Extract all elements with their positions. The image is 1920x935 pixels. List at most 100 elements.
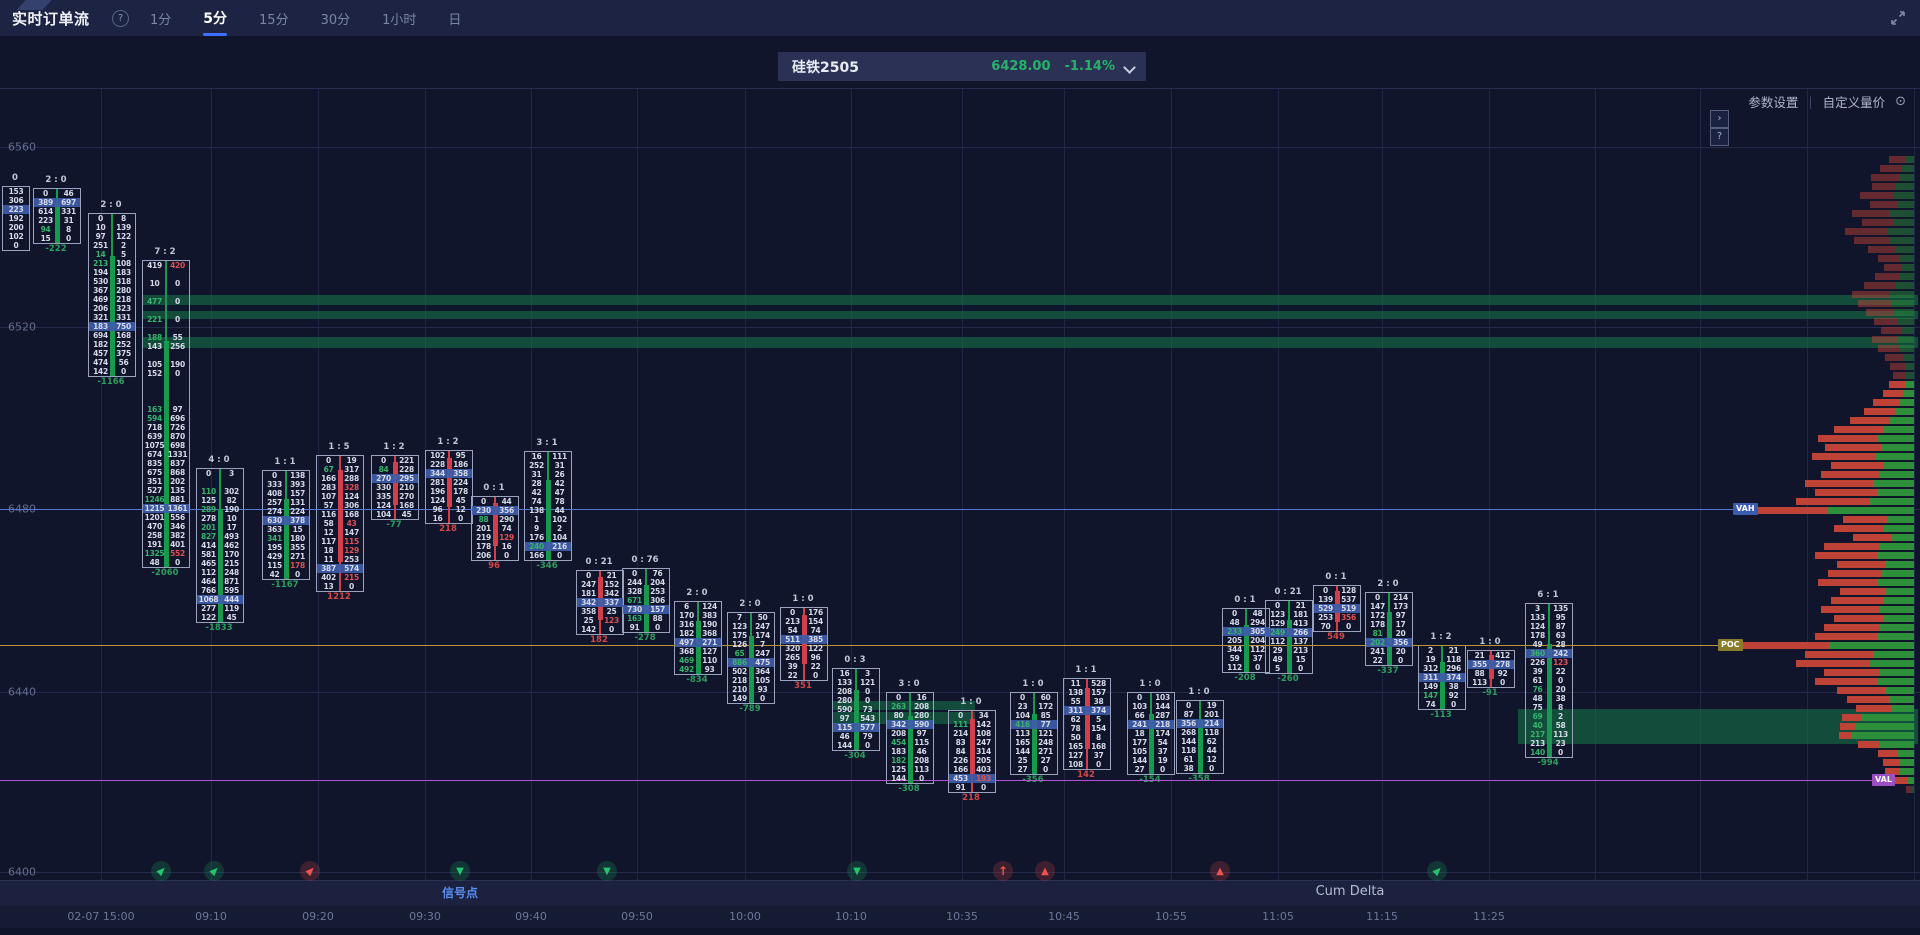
signal-marker-rocket[interactable]: ▲ [300,861,320,881]
footprint-cell: 529 [1318,604,1333,613]
footprint-delta: -113 [1430,710,1452,720]
footprint-row: 178 16 [472,542,518,551]
rocket-icon: ▲ [207,864,221,878]
footprint-row: 74 0 [1419,700,1465,709]
footprint-cell: 253 [650,587,665,596]
volume-profile-row [1824,543,1914,550]
footprint-cell: 174 [1155,729,1170,738]
visibility-icon[interactable]: ⊙ [1895,94,1906,109]
footprint-cell: 129 [499,533,514,542]
footprint-imbalance-header: 0 : 76 [631,555,659,565]
footprint-cell: 138 [1068,688,1083,697]
footprint-row: 97 122 [89,232,135,241]
panel-help-button[interactable]: ? [1710,128,1729,146]
footprint-cell: 152 [147,369,162,378]
footprint-cell: 122 [201,613,216,622]
volume-profile-buy-bar [1900,345,1914,352]
signal-marker-rocket[interactable]: ▲ [151,861,171,881]
footprint-cell: 0 [632,569,637,578]
timeframe-tab[interactable]: 30分 [320,12,351,28]
volume-profile-buy-bar [1873,480,1914,487]
timeframe-tab[interactable]: 日 [448,12,462,28]
signal-marker-tri-down[interactable]: ▼ [847,861,867,881]
footprint-cell: 314 [976,747,991,756]
time-axis[interactable]: 02-07 15:00 09:10 09:20 09:30 09:40 09:50 10:0… [0,906,1920,928]
signal-marker-arrow-up[interactable]: ↑ [993,861,1013,881]
footprint-cell: 138 [529,506,544,515]
footprint-cell: 70 [1320,622,1331,631]
timeframe-tab[interactable]: 1分 [150,12,172,28]
footprint-row: 104 45 [372,510,418,519]
time-axis-label: 10:35 [946,910,978,923]
footprint-cell: 25 [606,607,617,616]
signal-marker-rocket[interactable]: ▲ [1427,861,1447,881]
chevron-down-icon[interactable] [1125,62,1134,71]
footprint-cell: 312 [1423,664,1438,673]
footprint-cell: 367 [93,286,108,295]
footprint-cell: 19 [346,456,357,465]
footprint-column: 0 16 263 208 80 280 342 590 208 97 454 115 183 46 182 2… [886,692,934,784]
footprint-cell: 444 [224,595,239,604]
volume-profile-buy-bar [1894,192,1914,199]
footprint-imbalance-header: 1 : 2 [383,442,405,452]
custom-volume-price-button[interactable]: 自定义量价 [1822,95,1886,110]
footprint-cell: 124 [430,496,445,505]
footprint-cell: 0 [349,582,354,591]
footprint-imbalance-header: 0 : 3 [844,655,866,665]
footprint-row: 97 543 [833,714,879,723]
footprint-cell: 556 [170,513,185,522]
footprint-cell: 149 [1423,682,1438,691]
time-gridline [851,89,852,880]
footprint-row: 414 462 [197,541,243,550]
footprint-cell: 213 [93,259,108,268]
signal-marker-tri-up[interactable]: ▲ [1035,861,1055,881]
signal-marker-tri-up[interactable]: ▲ [1210,861,1230,881]
footprint-cell: 139 [116,223,131,232]
footprint-row: 144 19 [1128,756,1174,765]
footprint-cell: 217 [1530,730,1545,739]
support-band [1518,709,1918,720]
candle-body [1031,714,1037,774]
timeframe-tab[interactable]: 5分 [201,2,229,34]
footprint-cell: 129 [1270,619,1285,628]
footprint-cell: 37 [1252,654,1263,663]
footprint-cell: 216 [552,542,567,551]
footprint-row: 408 157 [263,489,309,498]
fullscreen-icon[interactable] [1890,10,1906,26]
level-tag-poc: POC [1718,639,1743,651]
timeframe-tab[interactable]: 1小时 [382,12,417,28]
footprint-row: 492 93 [675,665,721,674]
footprint-cell: 346 [170,522,185,531]
signal-marker-tri-down[interactable]: ▼ [450,861,470,881]
footprint-cell: 630 [267,516,282,525]
footprint-row: 124 87 [1526,622,1572,631]
footprint-cell: 22 [810,662,821,671]
help-icon[interactable]: ? [112,10,129,27]
volume-profile-row [1878,255,1914,262]
footprint-cell: 385 [808,635,823,644]
symbol-selector[interactable]: 硅铁2505 6428.00 -1.14% [778,52,1146,81]
footprint-row: 117 115 [317,537,363,546]
footprint-cell: 124 [376,501,391,510]
footprint-row: 0 221 [372,456,418,465]
volume-profile-sell-bar [1839,732,1852,739]
collapse-panel-button[interactable]: › [1710,110,1729,128]
footprint-row: 258 382 [143,531,189,540]
footprint-row: 0 21 [577,571,623,580]
footprint-row: 42 47 [525,488,571,497]
signal-marker-tri-down[interactable]: ▼ [597,861,617,881]
footprint-cell: 105 [147,360,162,369]
footprint-row: 0 176 [781,608,827,617]
timeframe-tab[interactable]: 15分 [259,12,289,28]
footprint-cell: 125 [891,765,906,774]
footprint-cell: 112 [1250,645,1265,654]
footprint-row: 81 20 [1366,629,1412,638]
footprint-cell: 178 [453,487,468,496]
settings-button[interactable]: 参数设置 [1748,95,1799,110]
volume-profile-buy-bar [1880,741,1914,748]
footprint-row: 16 111 [525,452,571,461]
footprint-row: 49 15 [1266,655,1312,664]
signal-marker-rocket[interactable]: ▲ [204,861,224,881]
volume-profile-buy-bar [1899,174,1914,181]
